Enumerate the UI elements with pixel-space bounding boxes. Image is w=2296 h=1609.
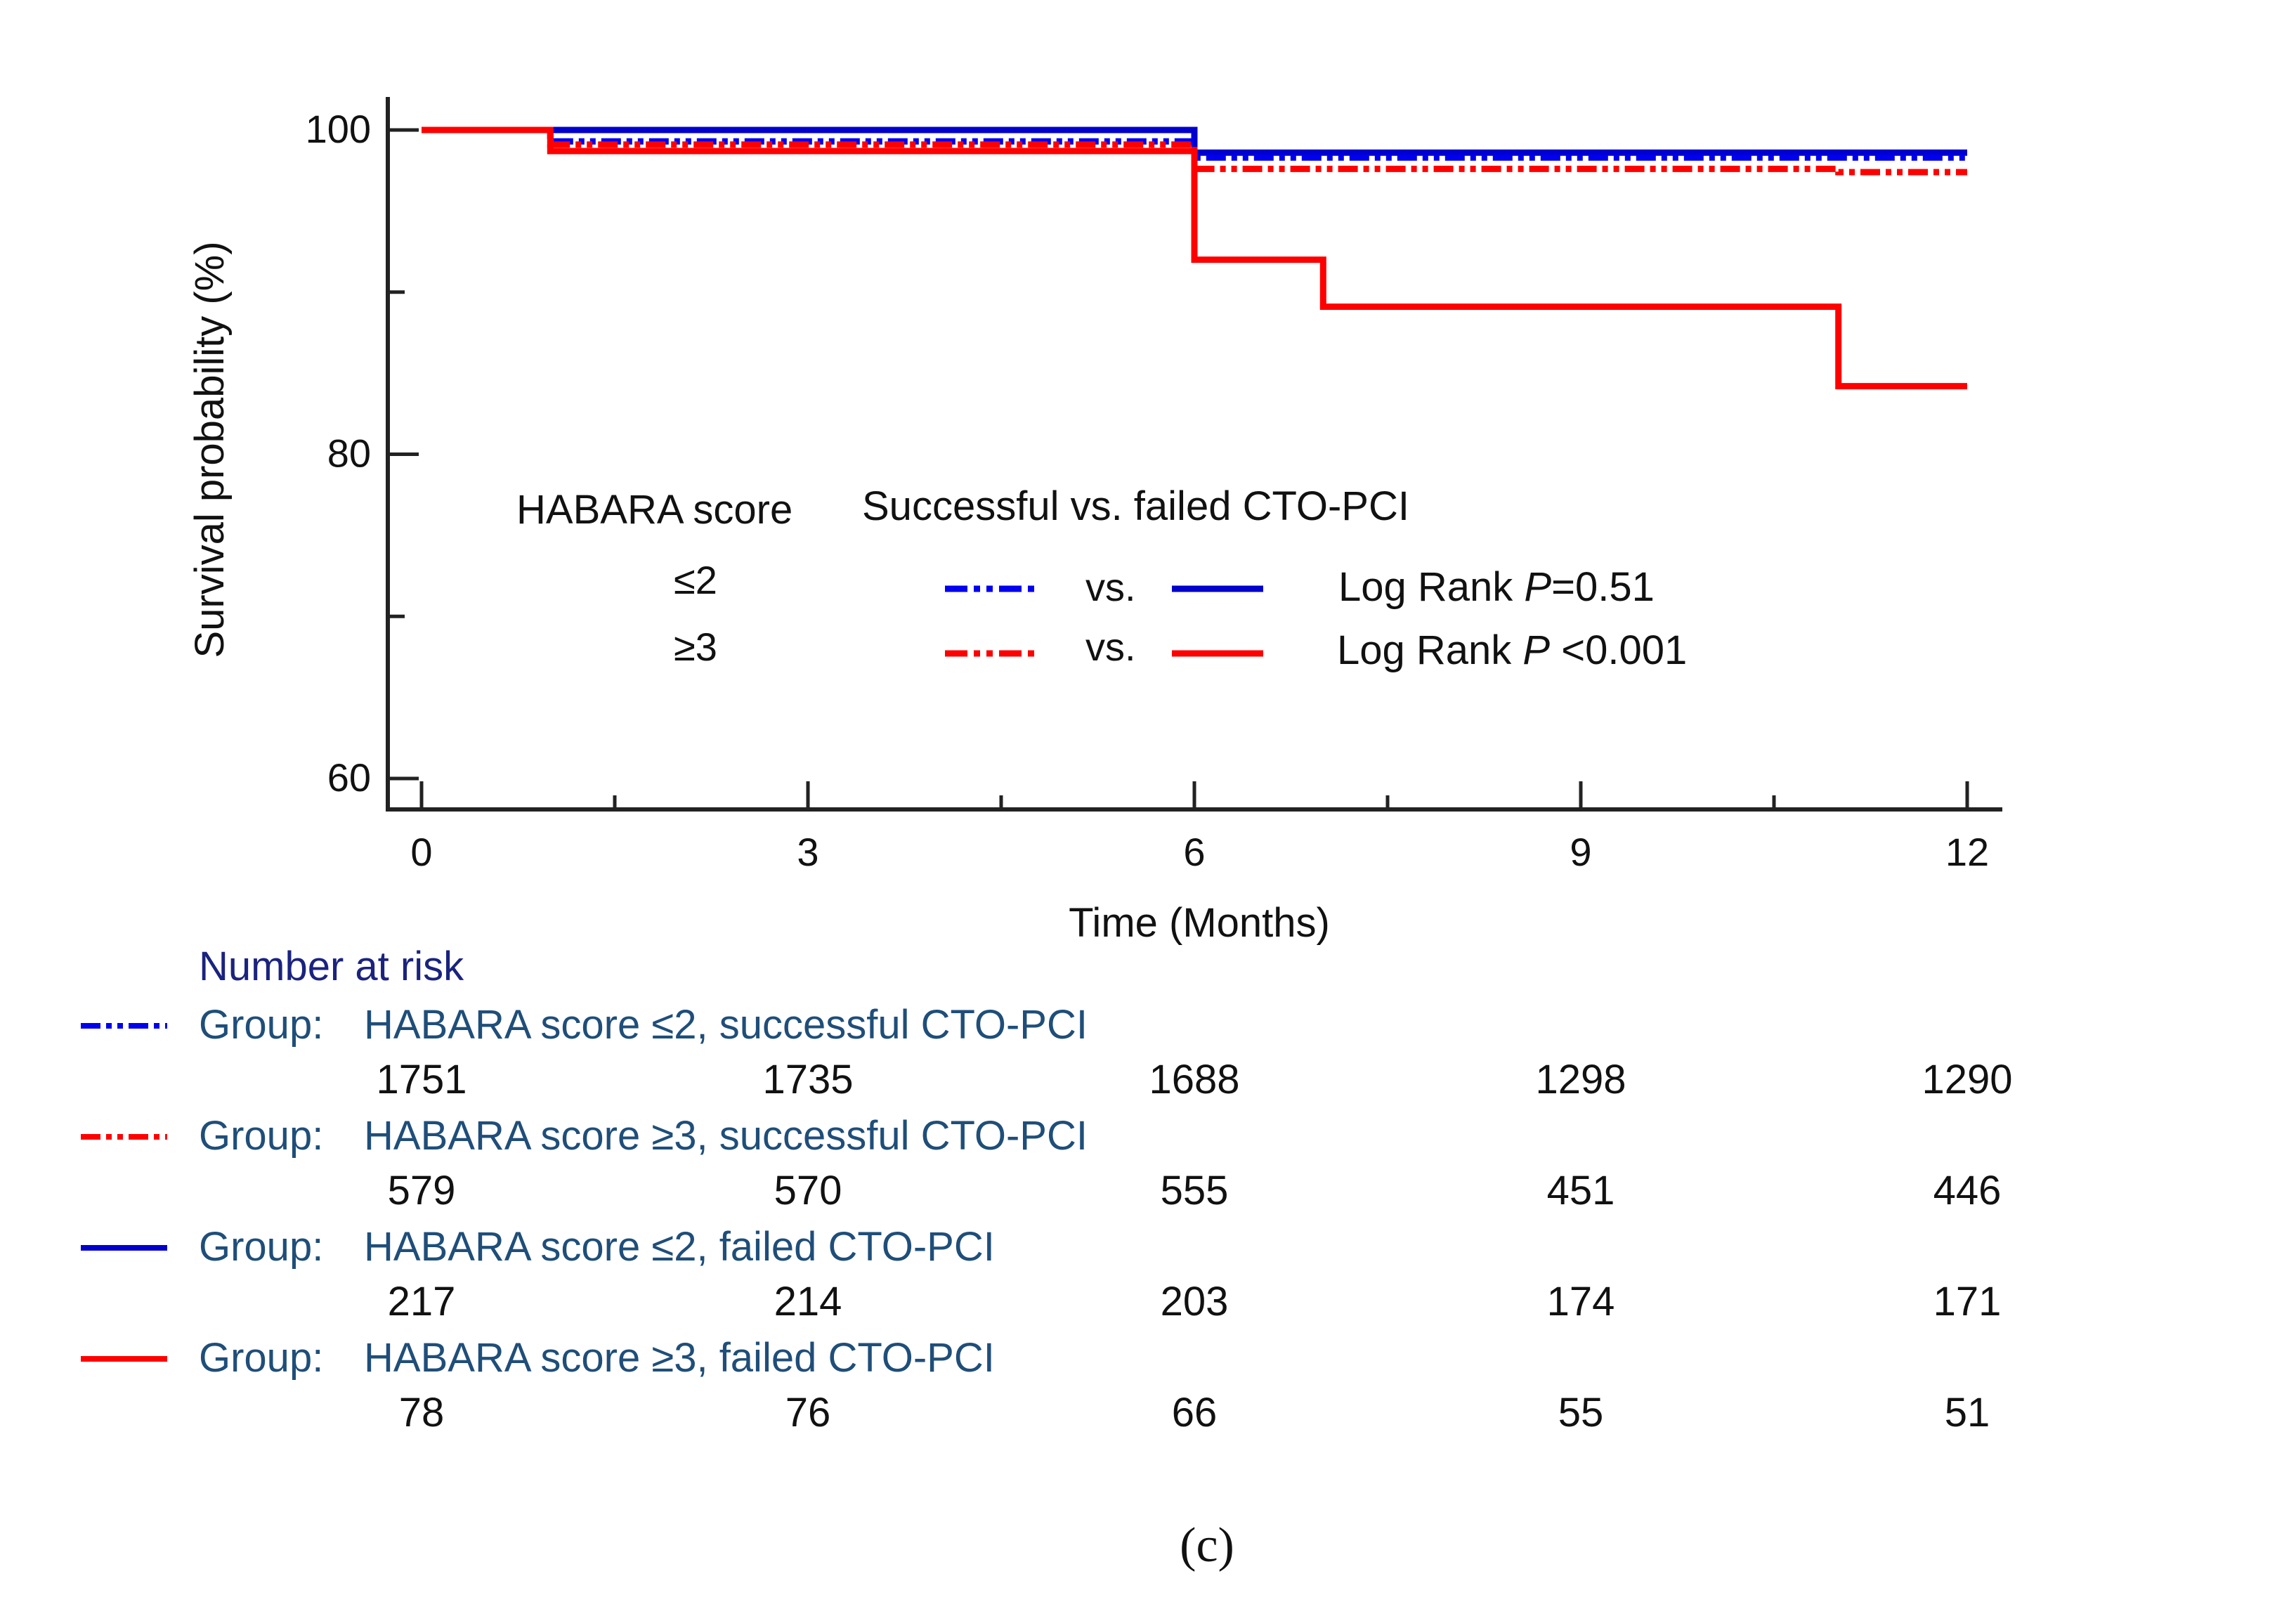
legend-logrank-low-prefix: Log Rank [1338, 564, 1524, 610]
legend-logrank-low-p: P [1524, 564, 1551, 610]
legend-logrank-high-prefix: Log Rank [1337, 627, 1522, 673]
x-axis-label: Time (Months) [1069, 900, 1330, 946]
y-tick-label: 100 [306, 107, 371, 151]
risk-count: 555 [1161, 1168, 1229, 1213]
survival-curves [422, 126, 1967, 390]
risk-count: 55 [1558, 1390, 1604, 1435]
risk-count: 1688 [1149, 1057, 1239, 1102]
legend-vs-high: vs. [1085, 625, 1136, 669]
legend-vs-low: vs. [1085, 565, 1136, 609]
risk-count: 217 [388, 1279, 456, 1324]
risk-group-label: HABARA score ≤2, successful CTO-PCI [364, 1002, 1088, 1048]
x-tick-label: 3 [797, 830, 818, 874]
legend-score-high: ≥3 [674, 625, 717, 669]
risk-count: 1298 [1535, 1057, 1626, 1102]
risk-count: 203 [1161, 1279, 1229, 1324]
risk-count: 570 [774, 1168, 842, 1213]
risk-group-prefix: Group: [199, 1224, 323, 1270]
legend-logrank-low: Log Rank P=0.51 [1338, 564, 1655, 610]
axes: 60 80 100 0 3 6 9 12 [306, 97, 2002, 874]
risk-count: 51 [1945, 1390, 1990, 1435]
risk-count: 174 [1547, 1279, 1615, 1324]
risk-group-prefix: Group: [199, 1113, 323, 1159]
risk-count: 1290 [1922, 1057, 2012, 1102]
risk-count: 214 [774, 1279, 842, 1324]
legend-logrank-low-value: =0.51 [1551, 564, 1655, 610]
legend-logrank-high: Log Rank P <0.001 [1337, 627, 1687, 673]
km-curve-4 [422, 126, 1967, 390]
x-tick-label: 9 [1570, 830, 1591, 874]
risk-count: 451 [1547, 1168, 1615, 1213]
x-tick-label: 12 [1945, 830, 1989, 874]
km-curve-2 [422, 126, 1967, 176]
y-tick-label: 80 [327, 431, 371, 476]
risk-group-label: HABARA score ≥3, failed CTO-PCI [364, 1335, 995, 1381]
panel-label: (c) [1180, 1518, 1234, 1572]
risk-table-rows: Group: HABARA score ≤2, successful CTO-PC… [81, 1002, 2013, 1435]
risk-group-prefix: Group: [199, 1002, 323, 1048]
risk-count: 1751 [376, 1057, 467, 1102]
risk-count: 579 [388, 1168, 456, 1213]
risk-count: 76 [785, 1390, 831, 1435]
legend-score-low: ≤2 [674, 558, 717, 602]
risk-group-label: HABARA score ≥3, successful CTO-PCI [364, 1113, 1088, 1159]
risk-count: 78 [399, 1390, 445, 1435]
risk-group-label: HABARA score ≤2, failed CTO-PCI [364, 1224, 995, 1270]
risk-count: 446 [1933, 1168, 2002, 1213]
risk-count: 66 [1172, 1390, 1218, 1435]
legend-comparison-header: Successful vs. failed CTO-PCI [862, 483, 1409, 529]
legend: HABARA score Successful vs. failed CTO-P… [516, 483, 1687, 673]
risk-count: 171 [1933, 1279, 2002, 1324]
legend-logrank-high-value: <0.001 [1550, 627, 1687, 673]
risk-group-prefix: Group: [199, 1335, 323, 1381]
risk-count: 1735 [762, 1057, 853, 1102]
number-at-risk-table: Number at risk Group: HABARA score ≤2, su… [81, 944, 2013, 1435]
legend-habara-header: HABARA score [516, 487, 792, 533]
km-curve-3 [422, 126, 1967, 156]
y-axis-label: Survival probability (%) [187, 241, 233, 658]
x-tick-label: 0 [410, 830, 432, 874]
x-tick-label: 6 [1183, 830, 1205, 874]
legend-logrank-high-p: P [1522, 627, 1550, 673]
y-tick-label: 60 [327, 755, 371, 800]
risk-table-title: Number at risk [199, 944, 464, 989]
